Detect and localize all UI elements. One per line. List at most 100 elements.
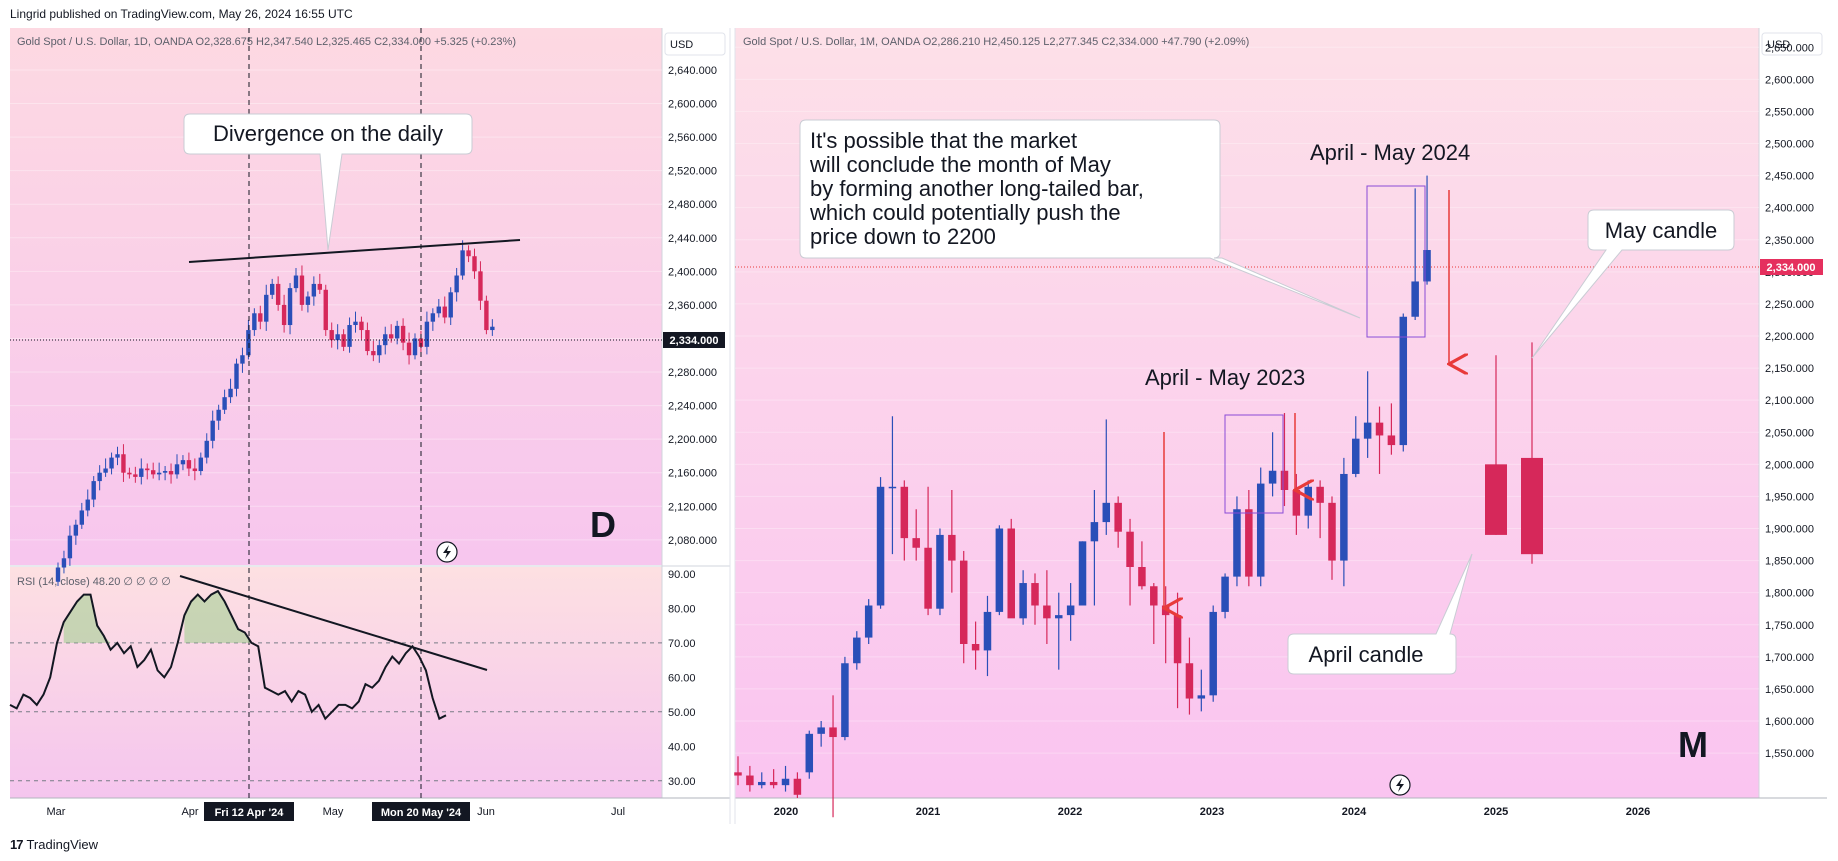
monthly-candles[interactable] (734, 175, 1543, 818)
divergence-callout[interactable]: Divergence on the daily (183, 113, 473, 251)
monthly-candle[interactable] (912, 538, 920, 548)
daily-candle[interactable] (121, 454, 126, 473)
right-price-axis[interactable]: 2,650.000 2,600.000 2,550.000 2,500.000 2,45… (1765, 42, 1814, 760)
monthly-candle[interactable] (1399, 316, 1408, 446)
daily-candle[interactable] (222, 397, 227, 410)
daily-candle[interactable] (198, 457, 203, 472)
daily-candle[interactable] (234, 363, 239, 389)
daily-candle[interactable] (347, 325, 352, 347)
monthly-candle[interactable] (1019, 583, 1027, 619)
monthly-candle[interactable] (1485, 464, 1507, 535)
daily-candle[interactable] (335, 334, 340, 341)
right-time-axis[interactable]: 2020 2021 2022 2023 2024 2025 2026 (774, 806, 1650, 818)
monthly-candle[interactable] (864, 605, 873, 638)
daily-candle[interactable] (73, 524, 79, 536)
april-candle-callout[interactable]: April candle (1287, 553, 1473, 675)
daily-candle[interactable] (430, 313, 436, 322)
market-callout[interactable]: It's possible that the market will concl… (799, 119, 1361, 319)
rsi-axis[interactable]: 90.00 80.00 70.00 60.00 50.00 40.00 30.00 (668, 569, 696, 788)
monthly-candle[interactable] (1268, 470, 1277, 484)
daily-candle[interactable] (192, 468, 198, 472)
daily-candle[interactable] (139, 468, 144, 477)
daily-candle[interactable] (448, 292, 453, 318)
monthly-candle[interactable] (1423, 250, 1431, 282)
daily-candle[interactable] (133, 474, 138, 477)
daily-candle[interactable] (55, 567, 61, 582)
daily-candle[interactable] (162, 471, 168, 473)
daily-candle[interactable] (365, 330, 370, 352)
daily-candle[interactable] (424, 321, 430, 347)
daily-candle[interactable] (323, 289, 328, 331)
monthly-candle[interactable] (1043, 605, 1051, 619)
monthly-candle[interactable] (1126, 531, 1134, 567)
monthly-candle[interactable] (1209, 611, 1217, 696)
monthly-candle[interactable] (1292, 490, 1301, 516)
monthly-candle[interactable] (829, 727, 837, 738)
daily-candle[interactable] (85, 499, 90, 511)
daily-candle[interactable] (103, 468, 108, 473)
monthly-candle[interactable] (1114, 502, 1122, 532)
monthly-candle[interactable] (1090, 522, 1099, 542)
daily-candle[interactable] (460, 250, 465, 276)
monthly-candle[interactable] (805, 733, 814, 773)
daily-candle[interactable] (186, 460, 192, 469)
monthly-candle[interactable] (734, 772, 742, 776)
monthly-candle[interactable] (1161, 605, 1170, 616)
daily-candle[interactable] (97, 472, 102, 482)
monthly-candle[interactable] (746, 775, 754, 786)
daily-candle[interactable] (275, 283, 281, 305)
monthly-candle[interactable] (1197, 695, 1206, 699)
daily-candle[interactable] (406, 342, 412, 356)
daily-candle[interactable] (329, 330, 334, 341)
daily-candle[interactable] (240, 355, 245, 364)
daily-candle[interactable] (436, 306, 441, 314)
monthly-candle[interactable] (1221, 576, 1229, 612)
monthly-candle[interactable] (1173, 615, 1182, 664)
daily-candle[interactable] (359, 321, 364, 331)
monthly-candle[interactable] (1007, 528, 1015, 619)
daily-candle[interactable] (442, 306, 447, 318)
daily-candle[interactable] (270, 283, 275, 295)
lightning-icon[interactable] (1389, 774, 1411, 796)
box-april-may-2024[interactable] (1366, 185, 1426, 338)
daily-candle[interactable] (478, 271, 483, 301)
box-april-may-2023[interactable] (1224, 414, 1284, 514)
daily-candle[interactable] (264, 294, 269, 322)
monthly-candle[interactable] (1233, 509, 1241, 577)
daily-candle[interactable] (91, 481, 96, 500)
daily-candle[interactable] (305, 296, 311, 305)
daily-candle[interactable] (228, 388, 233, 398)
monthly-candle[interactable] (1387, 435, 1396, 446)
daily-candle[interactable] (61, 558, 67, 568)
lightning-icon[interactable] (436, 541, 458, 563)
monthly-candle[interactable] (1055, 615, 1063, 619)
daily-candle[interactable] (180, 460, 186, 465)
monthly-candle[interactable] (1411, 281, 1419, 317)
daily-candle[interactable] (484, 300, 489, 331)
monthly-candle[interactable] (1256, 483, 1265, 577)
daily-candle[interactable] (246, 330, 251, 356)
daily-candle[interactable] (168, 471, 174, 475)
monthly-candle[interactable] (948, 534, 956, 561)
monthly-candle[interactable] (841, 663, 849, 738)
daily-candle[interactable] (353, 321, 358, 326)
left-price-axis[interactable]: 2,640.000 2,600.000 2,560.000 2,520.000 2,48… (668, 65, 717, 547)
daily-candle[interactable] (210, 420, 215, 441)
monthly-candle[interactable] (1316, 486, 1324, 503)
monthly-candle[interactable] (769, 781, 778, 786)
monthly-candle[interactable] (1521, 457, 1543, 555)
monthly-candle[interactable] (1340, 473, 1348, 561)
daily-candle[interactable] (341, 334, 346, 347)
monthly-candle[interactable] (1363, 422, 1372, 439)
monthly-candle[interactable] (1066, 605, 1075, 616)
daily-candle[interactable] (412, 338, 418, 356)
monthly-candle[interactable] (1102, 502, 1111, 523)
daily-candle[interactable] (394, 325, 400, 339)
daily-candle[interactable] (115, 454, 120, 458)
daily-candle[interactable] (174, 464, 180, 475)
tradingview-footer[interactable]: 17 TradingView (10, 837, 98, 852)
rsi-divergence-trendline[interactable] (179, 575, 488, 671)
daily-candle[interactable] (156, 472, 162, 475)
daily-candle[interactable] (145, 468, 150, 471)
